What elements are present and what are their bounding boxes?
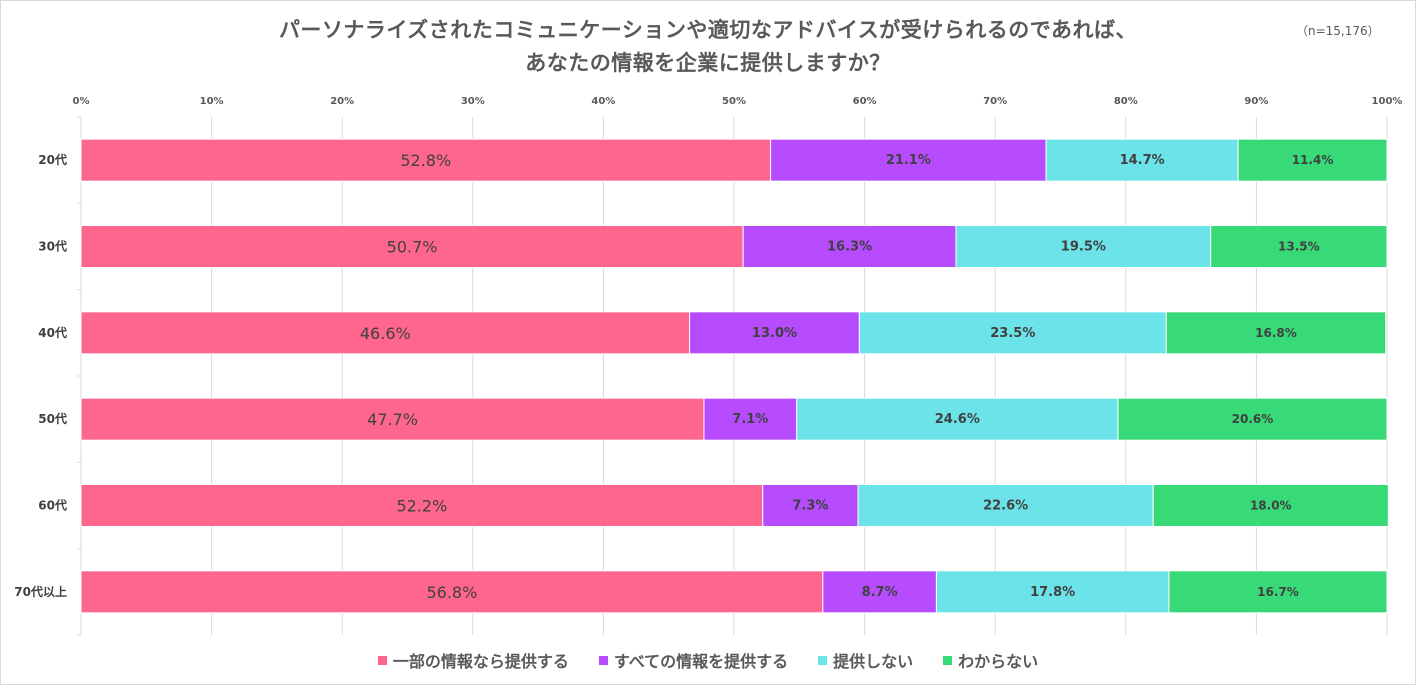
data-label: 17.8%	[1030, 585, 1075, 600]
data-label: 16.7%	[1257, 585, 1299, 599]
x-tick-label: 50%	[722, 96, 746, 107]
data-label: 21.1%	[886, 153, 931, 168]
data-label: 14.7%	[1120, 153, 1165, 168]
bar-segment	[1152, 484, 1389, 527]
x-tick-label: 80%	[1114, 96, 1138, 107]
legend-swatch	[818, 655, 828, 665]
x-tick-label: 30%	[461, 96, 485, 107]
data-label: 7.3%	[792, 499, 828, 514]
stacked-bar-chart: 0% 10% 20% 30% 40% 50% 60% 70% 80% 90% 100% 20代 52.8…	[14, 96, 1403, 636]
data-label: 7.1%	[732, 412, 768, 427]
bar-segment	[796, 397, 1119, 441]
chart-legend: 一部の情報なら提供する すべての情報を提供する 提供しない わからない	[0, 648, 1416, 672]
data-label: 52.8%	[400, 151, 451, 170]
bar-segment	[80, 138, 772, 182]
bar-segment	[80, 484, 764, 527]
bar-segment	[955, 225, 1212, 268]
data-label: 47.7%	[367, 410, 418, 429]
bar-segment	[1168, 570, 1388, 614]
category-label: 60代	[38, 498, 67, 513]
bar-segment	[80, 397, 705, 441]
bar-segment	[703, 397, 798, 441]
legend-item: わからない	[943, 648, 1038, 672]
bar-segment	[1045, 138, 1239, 182]
category-label: 20代	[38, 152, 67, 167]
category-label: 40代	[38, 325, 67, 340]
data-label: 16.8%	[1255, 326, 1297, 340]
data-label: 16.3%	[827, 240, 872, 255]
category-label: 50代	[38, 411, 67, 426]
legend-item: 一部の情報なら提供する	[377, 648, 569, 672]
data-label: 50.7%	[387, 238, 438, 257]
x-tick-label: 0%	[73, 96, 90, 107]
x-tick-label: 100%	[1372, 96, 1403, 107]
chart-title: パーソナライズされたコミュニケーションや適切なアドバイスが受けられるのであれば、…	[0, 14, 1416, 80]
bar-segment	[1165, 311, 1387, 355]
legend-item: 提供しない	[818, 648, 913, 672]
bar-segment	[858, 311, 1167, 355]
x-tick-label: 90%	[1244, 96, 1268, 107]
data-label: 46.6%	[360, 324, 411, 343]
bar-segment	[80, 570, 824, 614]
bar-segment	[80, 225, 744, 268]
bar-segment	[1237, 138, 1388, 182]
legend-swatch	[943, 655, 953, 665]
data-label: 24.6%	[935, 412, 980, 427]
data-label: 13.0%	[752, 326, 797, 341]
legend-label: 提供しない	[833, 652, 914, 671]
data-label: 52.2%	[396, 497, 447, 516]
chart-title-line-2: あなたの情報を企業に提供しますか？	[525, 51, 891, 75]
bar-segment	[80, 311, 691, 355]
legend-label: すべての情報を提供する	[613, 652, 789, 671]
bar-segment	[1117, 397, 1388, 441]
category-label: 30代	[38, 239, 67, 254]
legend-label: 一部の情報なら提供する	[392, 652, 569, 671]
bar-segment	[935, 570, 1170, 614]
data-label: 22.6%	[983, 499, 1028, 514]
x-tick-label: 20%	[330, 96, 354, 107]
x-tick-label: 40%	[591, 96, 615, 107]
data-label: 56.8%	[426, 583, 477, 602]
bar-segment	[1210, 225, 1388, 268]
x-tick-label: 60%	[853, 96, 877, 107]
bar-segment	[689, 311, 860, 355]
data-label: 19.5%	[1061, 240, 1106, 255]
bar-segment	[822, 570, 937, 614]
data-label: 13.5%	[1278, 240, 1320, 254]
legend-swatch	[377, 655, 387, 665]
chart-title-line-1: パーソナライズされたコミュニケーションや適切なアドバイスが受けられるのであれば、	[278, 18, 1138, 42]
bar-segment	[762, 484, 859, 527]
data-label: 20.6%	[1232, 412, 1274, 426]
data-label: 8.7%	[862, 585, 898, 600]
x-tick-label: 10%	[200, 96, 224, 107]
data-label: 18.0%	[1250, 499, 1292, 513]
legend-swatch	[598, 655, 608, 665]
bar-segment	[857, 484, 1154, 527]
legend-item: すべての情報を提供する	[598, 648, 789, 672]
data-label: 11.4%	[1292, 153, 1334, 167]
x-tick-label: 70%	[983, 96, 1007, 107]
legend-label: わからない	[958, 652, 1039, 671]
sample-size-note: （n=15,176）	[1296, 24, 1380, 38]
data-label: 23.5%	[990, 326, 1035, 341]
category-label: 70代以上	[14, 584, 67, 599]
